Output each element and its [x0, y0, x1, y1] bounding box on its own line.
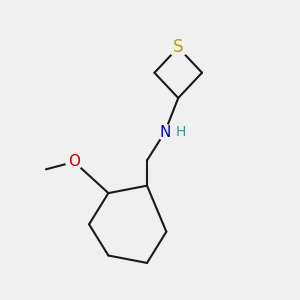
- Text: H: H: [175, 124, 185, 139]
- Text: O: O: [68, 154, 80, 169]
- Text: S: S: [173, 38, 184, 56]
- Text: N: N: [159, 125, 170, 140]
- Ellipse shape: [168, 38, 188, 56]
- Ellipse shape: [157, 124, 173, 140]
- Ellipse shape: [66, 154, 82, 170]
